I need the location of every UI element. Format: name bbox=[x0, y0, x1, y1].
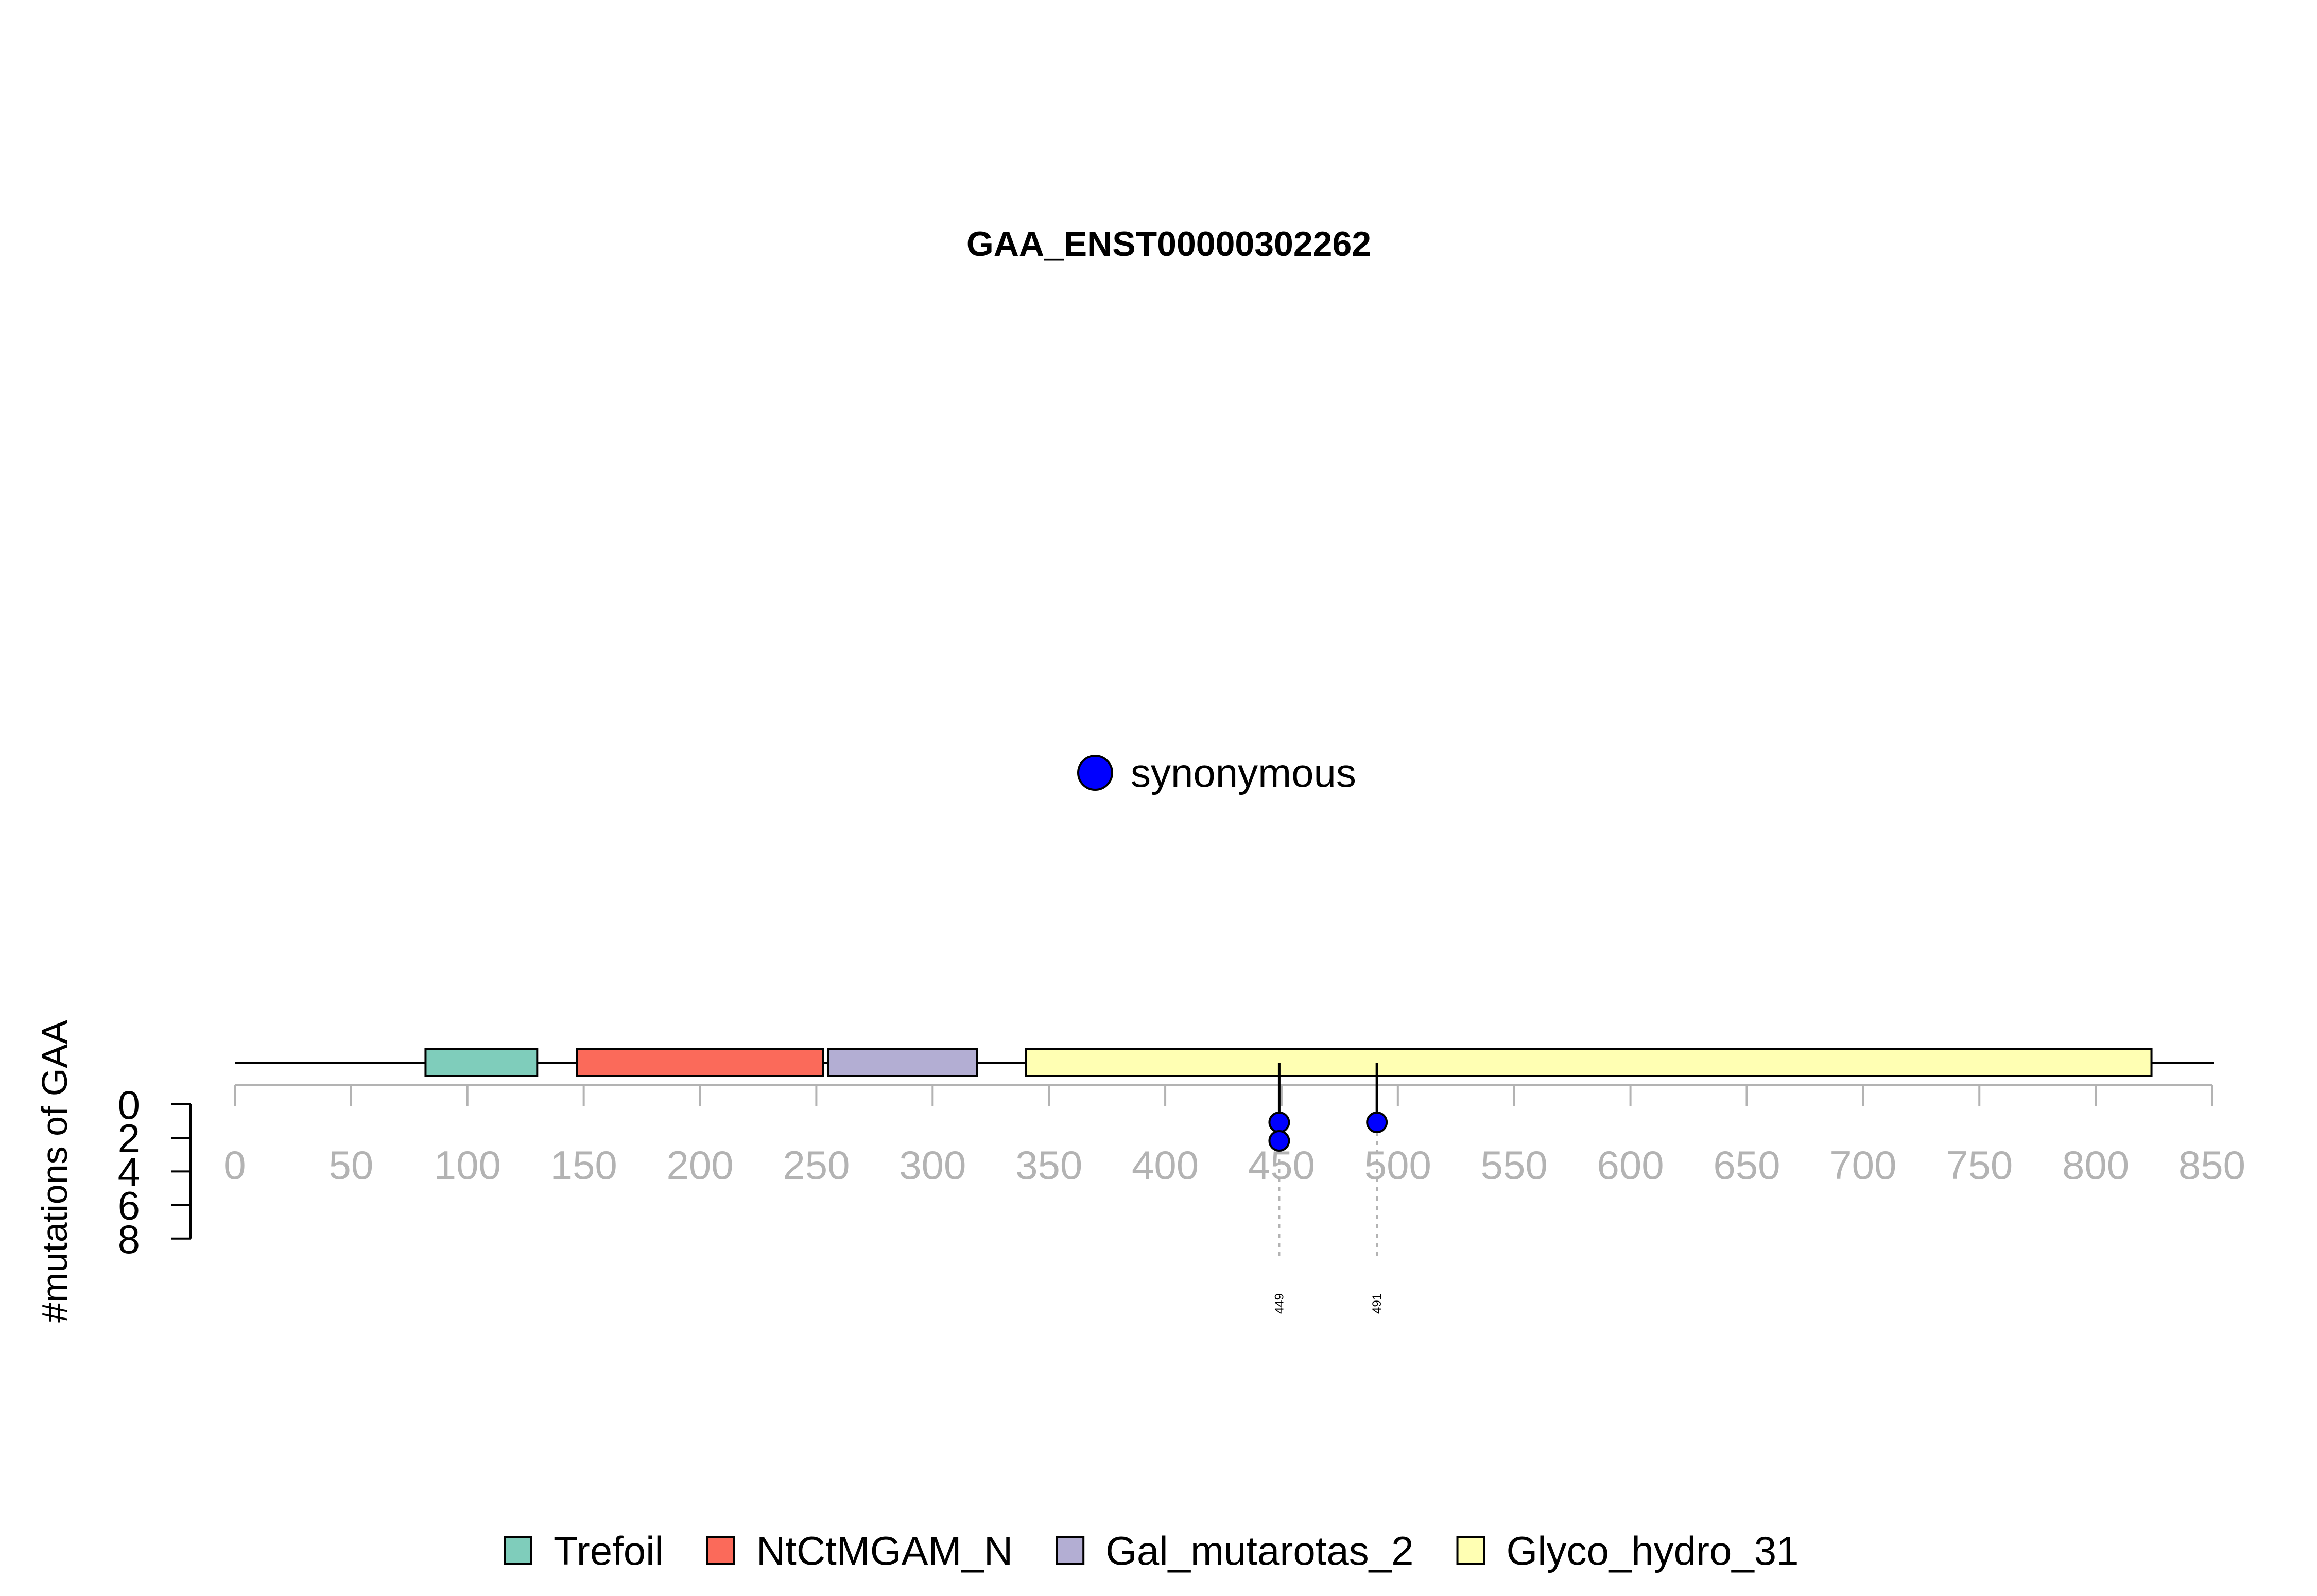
x-tick-label-400: 400 bbox=[1132, 1142, 1199, 1188]
mutation-lollipops: 449 491 bbox=[1268, 1063, 1388, 1314]
legend-swatch-Gal_mutarotas_2 bbox=[1056, 1536, 1085, 1565]
x-tick-label-550: 550 bbox=[1481, 1142, 1548, 1188]
x-tick-label-700: 700 bbox=[1829, 1142, 1896, 1188]
legend-swatch-Glyco_hydro_31 bbox=[1456, 1536, 1485, 1565]
legend-label-Glyco_hydro_31: Glyco_hydro_31 bbox=[1507, 1528, 1799, 1573]
domain-boxes bbox=[424, 1048, 2153, 1077]
domain-legend: Trefoil NtCtMGAM_N Gal_mutarotas_2 Glyco_hy… bbox=[504, 1528, 1799, 1573]
x-tick-label-800: 800 bbox=[2062, 1142, 2129, 1188]
domain-box-Gal_mutarotas_2 bbox=[827, 1048, 978, 1077]
legend-swatch-Trefoil bbox=[504, 1536, 532, 1565]
legend-label-synonymous: synonymous bbox=[1131, 750, 1356, 795]
y-tick-label-2: 2 bbox=[118, 1116, 140, 1161]
mutation-legend: synonymous bbox=[1077, 750, 1356, 795]
x-tick-label-750: 750 bbox=[1946, 1142, 2013, 1188]
legend-label-Gal_mutarotas_2: Gal_mutarotas_2 bbox=[1105, 1528, 1413, 1573]
mutation-point-491-1 bbox=[1366, 1112, 1388, 1133]
legend-label-Trefoil: Trefoil bbox=[554, 1528, 664, 1573]
x-tick-label-650: 650 bbox=[1713, 1142, 1780, 1188]
x-tick-label-500: 500 bbox=[1364, 1142, 1431, 1188]
y-tick-label-6: 6 bbox=[118, 1183, 140, 1228]
y-axis-title: #mutations of GAA bbox=[34, 1020, 75, 1323]
mutation-point-449-2 bbox=[1268, 1130, 1290, 1152]
legend-marker-synonymous bbox=[1077, 755, 1113, 791]
x-tick-label-850: 850 bbox=[2178, 1142, 2245, 1188]
legend-swatch-NtCtMGAM_N bbox=[706, 1536, 735, 1565]
y-tick-label-0: 0 bbox=[118, 1082, 140, 1127]
x-tick-label-350: 350 bbox=[1015, 1142, 1082, 1188]
mutation-point-449-1 bbox=[1268, 1112, 1290, 1133]
x-tick-label-600: 600 bbox=[1597, 1142, 1664, 1188]
domain-box-NtCtMGAM_N bbox=[576, 1048, 824, 1077]
x-axis: 0 50 100 150 200 250 300 350 400 450 500 550 600 650 7… bbox=[223, 1084, 2245, 1188]
domain-box-Trefoil bbox=[424, 1048, 539, 1077]
legend-label-NtCtMGAM_N: NtCtMGAM_N bbox=[756, 1528, 1013, 1573]
y-tick-label-4: 4 bbox=[118, 1149, 140, 1194]
domain-box-Glyco_hydro_31 bbox=[1025, 1048, 2153, 1077]
x-tick-label-250: 250 bbox=[783, 1142, 850, 1188]
x-tick-label-50: 50 bbox=[328, 1142, 373, 1188]
y-tick-label-8: 8 bbox=[118, 1217, 140, 1262]
chart-title: GAA_ENST00000302262 bbox=[966, 224, 1371, 264]
x-tick-label-200: 200 bbox=[666, 1142, 733, 1188]
x-tick-label-100: 100 bbox=[434, 1142, 501, 1188]
mutation-label-449: 449 bbox=[1272, 1293, 1286, 1314]
x-tick-label-150: 150 bbox=[550, 1142, 617, 1188]
x-tick-label-300: 300 bbox=[899, 1142, 966, 1188]
x-tick-label-0: 0 bbox=[223, 1142, 246, 1188]
mutation-label-491: 491 bbox=[1370, 1293, 1384, 1314]
